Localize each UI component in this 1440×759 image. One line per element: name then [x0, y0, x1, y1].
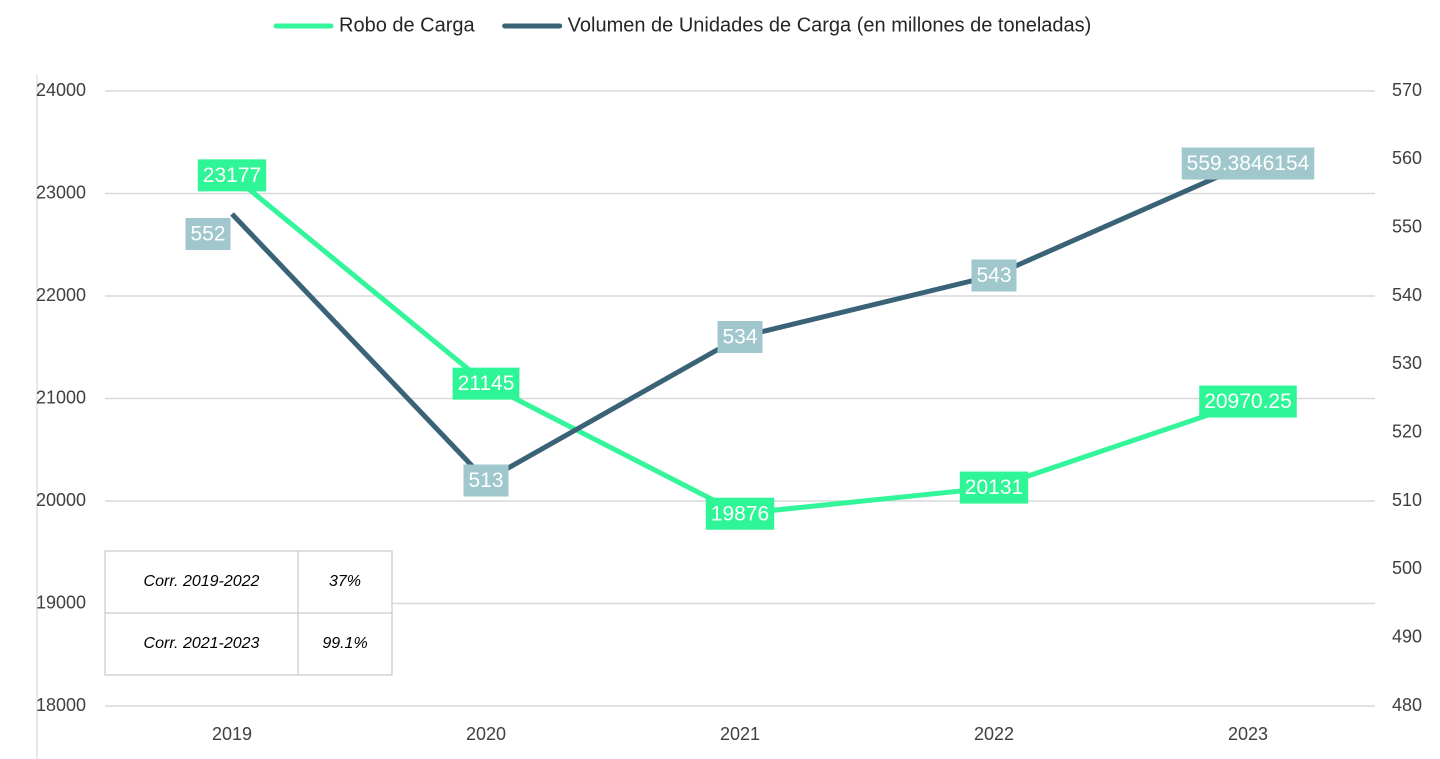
data-label: 19876 — [705, 497, 775, 530]
table-cell: Corr. 2019-2022 — [144, 573, 260, 590]
data-label-bg — [185, 218, 231, 250]
y-tick-label: 22000 — [36, 285, 86, 305]
y-tick-label: 24000 — [36, 80, 86, 100]
x-tick-label: 2020 — [466, 724, 506, 744]
data-label: 543 — [971, 259, 1017, 292]
y2-tick-label: 490 — [1392, 626, 1422, 646]
data-label: 513 — [463, 464, 509, 497]
y-tick-label: 23000 — [36, 182, 86, 202]
data-label-bg — [959, 471, 1029, 504]
data-label-text: 19876 — [711, 502, 769, 525]
data-label-text: 513 — [468, 469, 503, 492]
data-label-text: 559.3846154 — [1187, 152, 1310, 175]
data-label-bg — [463, 464, 509, 497]
y2-tick-label: 560 — [1392, 148, 1422, 168]
table-cell: Corr. 2021-2023 — [144, 635, 260, 652]
data-label-bg — [452, 367, 520, 400]
table-cell: 99.1% — [322, 635, 367, 652]
data-label-text: 534 — [722, 326, 757, 349]
y2-tick-label: 500 — [1392, 558, 1422, 578]
legend-label: Volumen de Unidades de Carga (en millone… — [568, 14, 1092, 36]
data-label-text: 20131 — [965, 476, 1023, 499]
y-tick-label: 21000 — [36, 387, 86, 407]
y2-tick-label: 540 — [1392, 285, 1422, 305]
data-label-bg — [705, 497, 775, 530]
data-label: 552 — [185, 218, 231, 250]
data-label-text: 20970.25 — [1204, 390, 1292, 413]
y-tick-label: 18000 — [36, 695, 86, 715]
data-label: 20970.25 — [1199, 385, 1297, 418]
data-label-bg — [971, 259, 1017, 292]
data-label: 534 — [717, 321, 763, 353]
y2-tick-label: 480 — [1392, 695, 1422, 715]
table-cell: 37% — [329, 573, 361, 590]
x-tick-label: 2019 — [212, 724, 252, 744]
y-tick-label: 19000 — [36, 592, 86, 612]
y2-tick-label: 520 — [1392, 421, 1422, 441]
data-label-text: 21145 — [458, 372, 515, 395]
data-label: 21145 — [452, 367, 520, 400]
y2-tick-label: 530 — [1392, 353, 1422, 373]
data-label-bg — [1199, 385, 1297, 418]
x-tick-label: 2022 — [974, 724, 1014, 744]
data-label: 559.3846154 — [1181, 147, 1315, 180]
y2-tick-label: 550 — [1392, 216, 1422, 236]
data-label: 20131 — [959, 471, 1029, 504]
y2-tick-label: 510 — [1392, 490, 1422, 510]
data-label-bg — [197, 159, 267, 192]
legend-label: Robo de Carga — [339, 14, 476, 36]
data-label-bg — [717, 321, 763, 353]
y-tick-label: 20000 — [36, 490, 86, 510]
data-label-text: 23177 — [203, 164, 261, 187]
data-label-text: 552 — [190, 223, 225, 246]
data-label: 23177 — [197, 159, 267, 192]
y2-tick-label: 570 — [1392, 80, 1422, 100]
x-tick-label: 2023 — [1228, 724, 1268, 744]
data-label-bg — [1181, 147, 1315, 180]
data-label-text: 543 — [976, 264, 1011, 287]
x-tick-label: 2021 — [720, 724, 760, 744]
